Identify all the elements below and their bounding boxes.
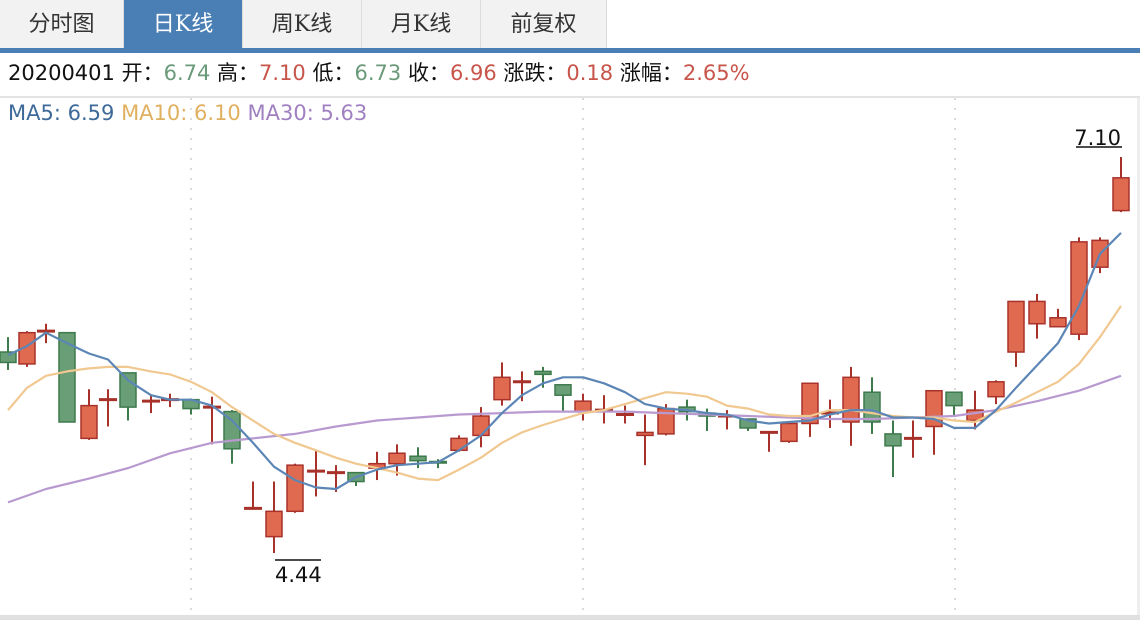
candle-body: [388, 452, 406, 465]
change-value: 0.18: [566, 61, 614, 85]
pct-change-label: 涨幅：: [619, 61, 683, 85]
max-price-label: 7.10: [1074, 126, 1121, 150]
tab-weekly-k[interactable]: 周K线: [243, 0, 362, 48]
candle-body: [1007, 300, 1025, 353]
low-value: 6.73: [354, 61, 402, 85]
open-label: 开：: [121, 61, 164, 85]
candle-body: [409, 455, 427, 462]
candlestick-chart[interactable]: 7.10 4.44: [0, 98, 1140, 618]
close-value: 6.96: [449, 61, 497, 85]
min-price-label: 4.44: [275, 563, 322, 587]
tab-daily-k[interactable]: 日K线: [124, 0, 243, 48]
close-label: 收：: [407, 61, 450, 85]
candle-body: [945, 391, 963, 407]
candle-body: [574, 400, 592, 413]
ma30-label: MA30:: [247, 101, 321, 125]
candle-body: [884, 433, 902, 447]
candle-body: [450, 437, 468, 452]
tab-intraday[interactable]: 分时图: [0, 0, 124, 48]
candle-body: [863, 391, 881, 423]
chart-tab-bar: 分时图 日K线 周K线 月K线 前复权: [0, 0, 1140, 48]
ma-line-ma10: [7, 305, 1122, 482]
candle-body: [1028, 300, 1046, 325]
candle-body: [801, 382, 819, 425]
candle-body: [80, 404, 98, 440]
candle-body: [1070, 241, 1088, 335]
candle-body: [987, 381, 1005, 398]
candle-body: [636, 431, 654, 437]
ma5-label: MA5:: [8, 101, 68, 125]
high-label: 高：: [217, 61, 260, 85]
candle-body: [534, 370, 552, 376]
open-value: 6.74: [163, 61, 211, 85]
candle-body: [472, 415, 490, 437]
ma-legend: MA5: 6.59 MA10: 6.10 MA30: 5.63: [8, 98, 367, 128]
tab-monthly-k[interactable]: 月K线: [362, 0, 481, 48]
ma5-value: 6.59: [67, 101, 115, 125]
candle-body: [966, 409, 984, 422]
ma10-label: MA10:: [121, 101, 195, 125]
candle-body: [58, 331, 76, 423]
candle-body: [1049, 317, 1067, 328]
change-label: 涨跌：: [503, 61, 567, 85]
date-value: 20200401: [8, 61, 115, 85]
ohlc-info-bar: 20200401 开：6.74 高：7.10 低：6.73 收：6.96 涨跌：…: [8, 58, 750, 88]
candle-body: [119, 372, 137, 408]
candle-body: [739, 418, 757, 429]
candle-body: [0, 351, 17, 364]
candle-body: [842, 376, 860, 423]
candle-body: [265, 510, 283, 538]
ma30-value: 5.63: [320, 101, 368, 125]
ma10-value: 6.10: [194, 101, 241, 125]
pct-change-value: 2.65%: [682, 61, 750, 85]
candle-body: [286, 464, 304, 513]
chart-right-border: [1137, 98, 1140, 618]
candle-body: [1112, 177, 1130, 212]
high-value: 7.10: [259, 61, 306, 85]
candle-body: [554, 384, 572, 396]
candle-body: [18, 331, 36, 365]
candle-body: [493, 376, 511, 401]
tab-forward-adjusted[interactable]: 前复权: [481, 0, 607, 48]
ma-line-ma5: [7, 232, 1122, 491]
tab-underline: [0, 48, 1140, 53]
chart-bottom-border: [0, 615, 1140, 620]
low-label: 低：: [312, 61, 355, 85]
candle-body: [780, 422, 798, 443]
info-divider: [0, 96, 1140, 98]
